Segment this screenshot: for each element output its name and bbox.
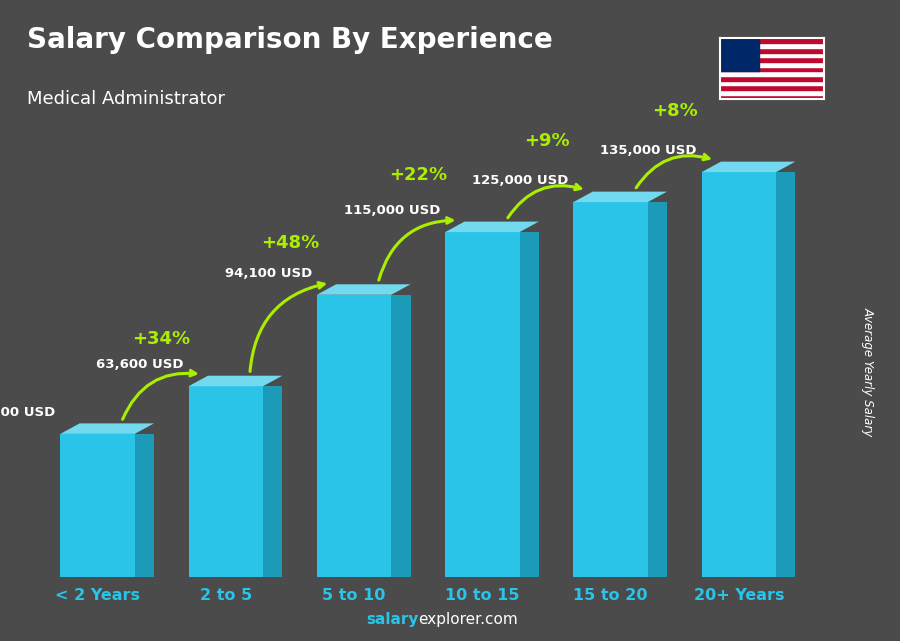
Bar	[720, 85, 824, 90]
Text: 135,000 USD: 135,000 USD	[600, 144, 697, 157]
Bar	[720, 76, 824, 81]
Text: salary: salary	[366, 612, 418, 627]
Polygon shape	[60, 434, 135, 577]
Polygon shape	[60, 424, 154, 434]
Polygon shape	[317, 284, 410, 295]
Polygon shape	[189, 387, 263, 577]
Bar	[720, 62, 824, 67]
Polygon shape	[573, 192, 667, 202]
Text: 47,700 USD: 47,700 USD	[0, 406, 55, 419]
Polygon shape	[519, 232, 539, 577]
Text: 125,000 USD: 125,000 USD	[472, 174, 568, 187]
Bar	[720, 36, 760, 71]
Polygon shape	[702, 162, 796, 172]
Bar	[720, 67, 824, 71]
Bar	[720, 90, 824, 95]
Bar	[720, 48, 824, 53]
Polygon shape	[702, 172, 776, 577]
Polygon shape	[446, 232, 519, 577]
Polygon shape	[776, 172, 796, 577]
Text: +48%: +48%	[261, 234, 320, 252]
Polygon shape	[446, 222, 539, 232]
Polygon shape	[392, 295, 410, 577]
Text: Average Yearly Salary: Average Yearly Salary	[862, 307, 875, 437]
Polygon shape	[135, 434, 154, 577]
Bar	[720, 53, 824, 57]
Text: +9%: +9%	[524, 132, 570, 150]
Polygon shape	[573, 202, 648, 577]
Text: +22%: +22%	[389, 167, 447, 185]
Bar	[720, 38, 824, 43]
Polygon shape	[263, 387, 283, 577]
Text: 63,600 USD: 63,600 USD	[96, 358, 184, 371]
Text: +34%: +34%	[132, 330, 191, 348]
Text: +8%: +8%	[652, 102, 698, 120]
Text: Salary Comparison By Experience: Salary Comparison By Experience	[27, 26, 553, 54]
Polygon shape	[648, 202, 667, 577]
Bar	[720, 95, 824, 99]
Bar	[720, 71, 824, 76]
Polygon shape	[189, 376, 283, 387]
Bar	[720, 57, 824, 62]
Text: 115,000 USD: 115,000 USD	[344, 204, 440, 217]
Bar	[720, 81, 824, 85]
Text: explorer.com: explorer.com	[418, 612, 518, 627]
Bar	[720, 43, 824, 48]
Polygon shape	[317, 295, 392, 577]
Text: 94,100 USD: 94,100 USD	[224, 267, 311, 279]
Text: Medical Administrator: Medical Administrator	[27, 90, 225, 108]
